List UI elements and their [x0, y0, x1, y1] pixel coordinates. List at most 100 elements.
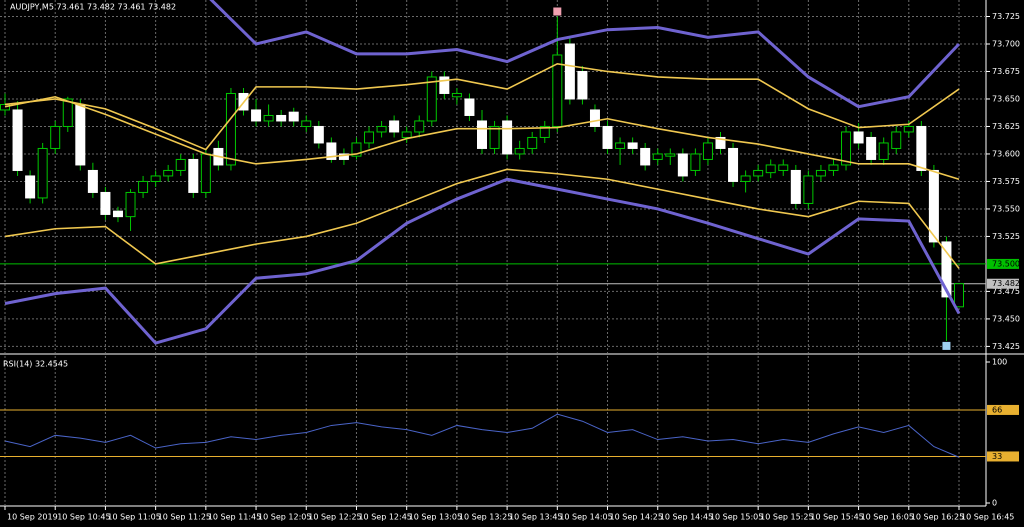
candle-body	[841, 131, 852, 166]
candle-body	[891, 131, 902, 149]
candle-body	[451, 92, 462, 98]
y-tick-label: 73.425	[992, 342, 1020, 351]
candle-body	[75, 103, 86, 166]
y-tick-label: 73.600	[992, 149, 1020, 158]
x-tick-label: 10 Sep 2019	[7, 513, 58, 522]
level-label: 73.482	[992, 279, 1020, 288]
candle-body	[527, 136, 538, 149]
candle-body	[376, 125, 387, 133]
x-tick-label: 10 Sep 14:05	[559, 513, 612, 522]
candle-body	[577, 70, 588, 100]
candle-body	[125, 191, 136, 218]
y-tick-label: 73.550	[992, 204, 1020, 213]
x-tick-label: 10 Sep 14:25	[610, 513, 663, 522]
level-label: 66	[992, 405, 1002, 414]
candle-body	[326, 142, 337, 160]
candle-body	[640, 147, 651, 166]
candle-body	[690, 153, 701, 171]
y-tick-label: 73.475	[992, 287, 1020, 296]
x-tick-label: 10 Sep 11:25	[158, 513, 211, 522]
candle-body	[301, 120, 312, 127]
candle-body	[552, 54, 563, 127]
x-tick-label: 10 Sep 16:25	[911, 513, 964, 522]
level-label-box	[987, 278, 1019, 289]
candle-body	[112, 210, 123, 218]
y-tick-label: 73.575	[992, 177, 1020, 186]
candle-body	[502, 120, 513, 155]
candle-body	[916, 125, 927, 171]
candle-body	[477, 120, 487, 149]
level-label-box	[987, 404, 1019, 415]
high-marker	[553, 7, 562, 16]
candle-body	[263, 114, 274, 122]
x-tick-label: 10 Sep 13:45	[509, 513, 562, 522]
candle-body	[188, 158, 199, 193]
candle-body	[426, 76, 437, 122]
rsi-plot	[0, 356, 986, 506]
x-tick-label: 10 Sep 15:45	[810, 513, 863, 522]
y-tick-label: 73.725	[992, 12, 1020, 21]
x-tick-label: 10 Sep 12:25	[308, 513, 361, 522]
candle-body	[62, 98, 73, 127]
candle-body	[225, 92, 236, 166]
x-tick-label: 10 Sep 11:45	[208, 513, 261, 522]
y-tick-label: 73.675	[992, 67, 1020, 76]
candle-body	[539, 125, 550, 138]
candle-body	[12, 109, 23, 171]
candle-body	[715, 136, 726, 149]
candle-body	[439, 76, 450, 94]
x-tick-label: 10 Sep 12:05	[258, 513, 311, 522]
candle-body	[778, 164, 789, 171]
x-tick-label: 10 Sep 14:45	[660, 513, 713, 522]
candle-body	[100, 191, 111, 215]
candle-body	[175, 158, 186, 171]
candle-body	[313, 125, 324, 144]
candle-body	[564, 43, 575, 100]
x-tick-label: 10 Sep 11:05	[107, 513, 160, 522]
candle-body	[903, 125, 914, 133]
candle-body	[702, 142, 713, 160]
x-tick-label: 10 Sep 15:25	[760, 513, 813, 522]
candle-body	[251, 109, 262, 122]
low-marker	[942, 341, 951, 350]
y-tick-label: 73.450	[992, 314, 1020, 323]
candle-body	[866, 136, 877, 160]
level-label-box	[987, 451, 1019, 462]
candle-body	[828, 164, 839, 171]
candle-body	[150, 175, 161, 182]
x-tick-label: 10 Sep 13:25	[459, 513, 512, 522]
candle-body	[878, 142, 889, 160]
rsi-title: RSI(14) 32.4545	[3, 360, 68, 369]
y-tick-label: 73.525	[992, 232, 1020, 241]
candle-body	[351, 142, 362, 157]
band-line	[4, 62, 960, 151]
level-label: 73.500	[992, 259, 1020, 268]
candle-body	[389, 120, 400, 133]
candle-body	[740, 175, 751, 182]
x-tick-label: 10 Sep 13:05	[409, 513, 462, 522]
rsi-line	[4, 413, 960, 458]
candle-body	[589, 109, 600, 127]
candle-body	[928, 169, 939, 243]
candle-body	[753, 169, 764, 177]
candle-body	[665, 153, 676, 157]
candle-body	[677, 153, 688, 177]
candle-body	[288, 111, 299, 122]
candle-body	[276, 114, 287, 122]
axes: 73.725 73.700 73.675 73.650 73.625 73.600 73.5…	[4, 12, 1020, 522]
y-tick-label: 0	[992, 499, 997, 508]
x-tick-label: 10 Sep 12:45	[358, 513, 411, 522]
candle-body	[50, 125, 61, 149]
candle-body	[37, 147, 48, 199]
candle-body	[489, 125, 500, 149]
candle-body	[364, 131, 375, 144]
y-tick-label: 100	[992, 358, 1007, 367]
candle-body	[414, 120, 425, 133]
level-label-box	[987, 258, 1019, 269]
candle-body	[941, 241, 952, 298]
candle-body	[652, 153, 663, 160]
candle-body	[615, 142, 626, 149]
candle-body	[627, 142, 638, 149]
x-tick-label: 10 Sep 15:05	[710, 513, 763, 522]
